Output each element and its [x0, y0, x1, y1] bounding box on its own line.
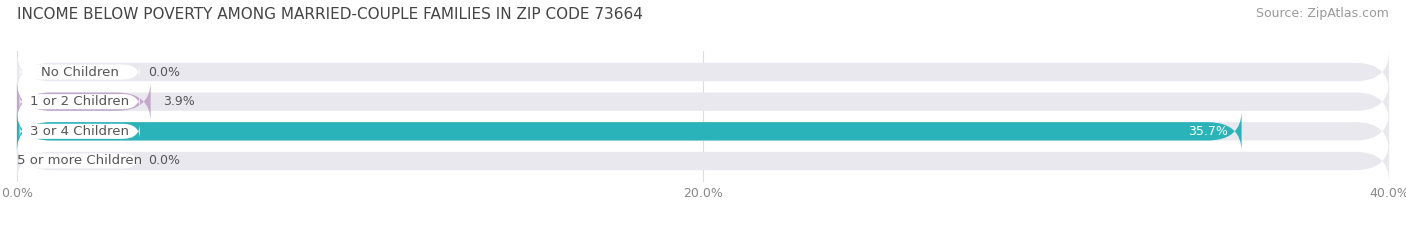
FancyBboxPatch shape: [17, 51, 1389, 93]
Text: 35.7%: 35.7%: [1188, 125, 1227, 138]
FancyBboxPatch shape: [17, 81, 1389, 122]
FancyBboxPatch shape: [20, 154, 139, 168]
FancyBboxPatch shape: [17, 140, 1389, 182]
FancyBboxPatch shape: [17, 81, 150, 122]
Text: Source: ZipAtlas.com: Source: ZipAtlas.com: [1256, 7, 1389, 20]
Text: 0.0%: 0.0%: [148, 154, 180, 168]
FancyBboxPatch shape: [20, 94, 139, 109]
FancyBboxPatch shape: [17, 111, 1389, 152]
Text: 3 or 4 Children: 3 or 4 Children: [30, 125, 129, 138]
FancyBboxPatch shape: [20, 65, 139, 79]
FancyBboxPatch shape: [20, 124, 139, 139]
FancyBboxPatch shape: [17, 111, 1241, 152]
Text: 1 or 2 Children: 1 or 2 Children: [30, 95, 129, 108]
Text: INCOME BELOW POVERTY AMONG MARRIED-COUPLE FAMILIES IN ZIP CODE 73664: INCOME BELOW POVERTY AMONG MARRIED-COUPL…: [17, 7, 643, 22]
Text: 3.9%: 3.9%: [163, 95, 194, 108]
Text: 5 or more Children: 5 or more Children: [17, 154, 142, 168]
Text: 0.0%: 0.0%: [148, 65, 180, 79]
Text: No Children: No Children: [41, 65, 118, 79]
